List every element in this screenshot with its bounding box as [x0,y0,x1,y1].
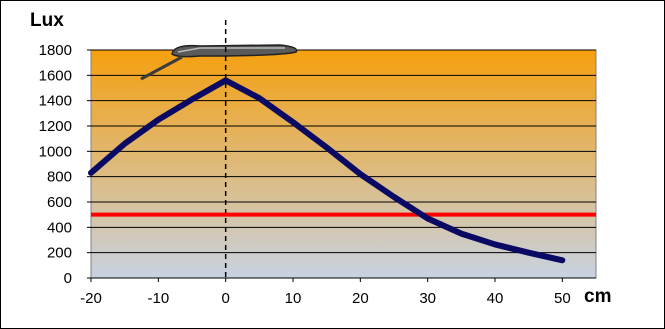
data-point [157,119,159,121]
series-lines [88,20,596,278]
y-tick-label: 0 [64,270,72,287]
x-tick-label: 20 [352,290,369,307]
x-axis-title: cm [584,286,611,307]
axis-ticks: 0 200 400 600 800 1000 1200 1400 1600 1800 -20 -10 0… [39,42,571,307]
y-tick-label: 600 [47,194,72,211]
data-point [225,79,227,81]
y-tick-label: 800 [47,169,72,186]
x-tick-label: -10 [147,290,169,307]
data-point [258,97,260,99]
y-tick-label: 1800 [39,42,72,59]
data-point [528,252,530,254]
data-point [393,196,395,198]
data-point [359,173,361,175]
gridlines [91,49,596,279]
data-point [292,121,294,123]
y-axis-title: Lux [30,10,64,31]
data-point [326,147,328,149]
x-tick-label: -20 [80,290,102,307]
y-tick-label: 1200 [39,118,72,135]
x-tick-label: 0 [221,290,229,307]
y-tick-label: 400 [47,219,72,236]
data-point [124,143,126,145]
y-tick-label: 1400 [39,93,72,110]
x-tick-label: 40 [487,290,504,307]
data-point [427,217,429,219]
x-tick-label: 50 [554,290,571,307]
x-tick-label: 30 [419,290,436,307]
y-tick-label: 1600 [39,67,72,84]
x-tick-label: 10 [285,290,302,307]
data-point [460,233,462,235]
data-point [494,243,496,245]
data-point [191,98,193,100]
data-point [561,259,563,261]
data-point [90,172,92,174]
y-tick-label: 1000 [39,143,72,160]
y-tick-label: 200 [47,245,72,262]
lamp-icon [140,44,298,81]
